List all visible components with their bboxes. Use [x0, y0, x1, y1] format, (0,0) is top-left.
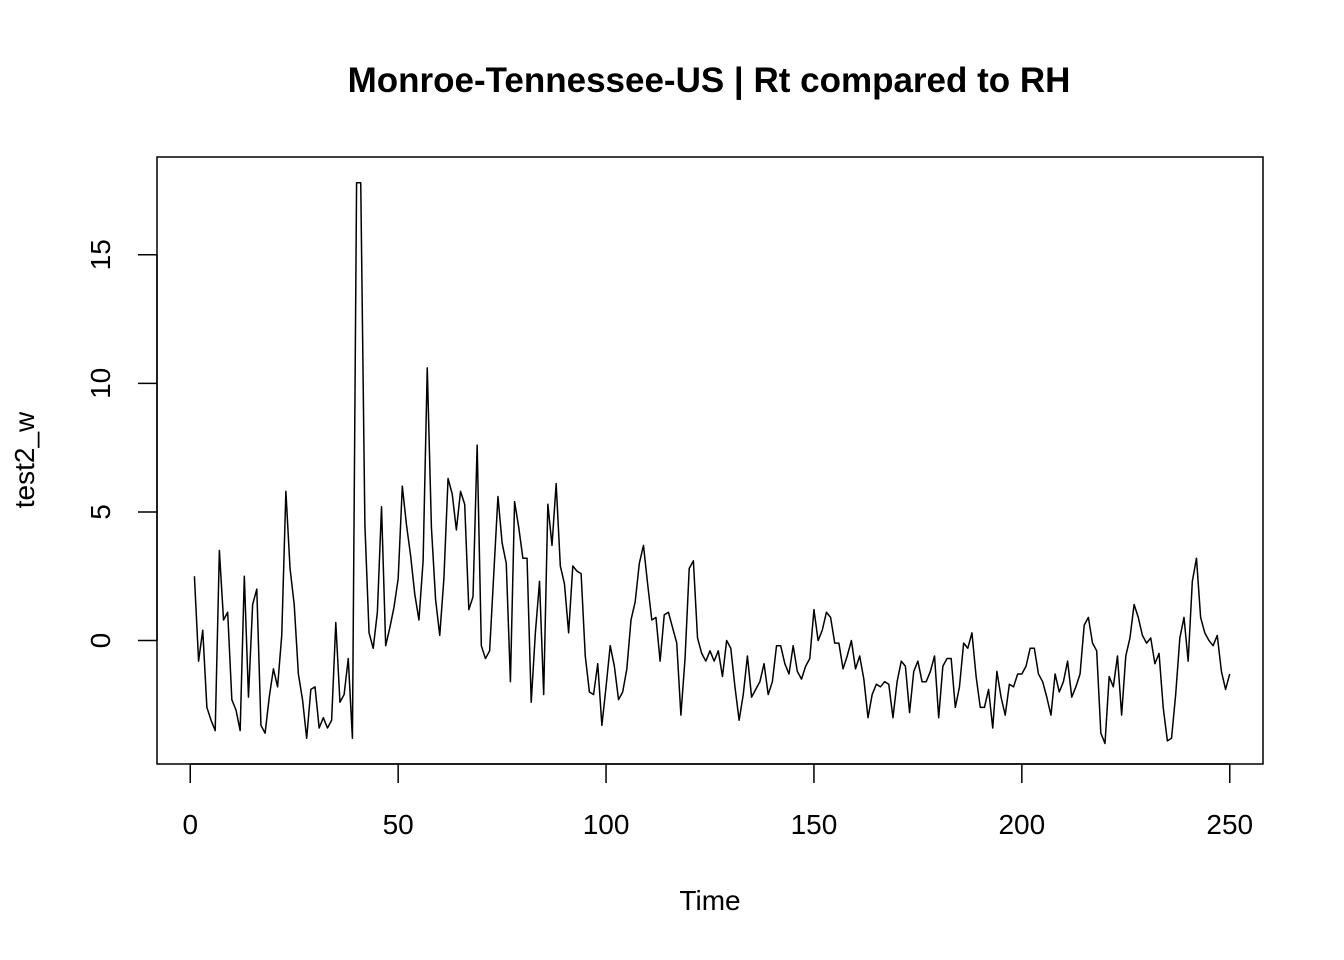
- x-axis-label: Time: [679, 885, 740, 916]
- x-tick-label: 200: [998, 809, 1045, 840]
- y-tick-label: 5: [85, 504, 116, 520]
- y-tick-label: 0: [85, 633, 116, 649]
- y-axis: 0 5 10 15: [85, 239, 158, 649]
- x-tick-label: 250: [1206, 809, 1253, 840]
- x-tick-label: 150: [791, 809, 838, 840]
- chart-title: Monroe-Tennessee-US | Rt compared to RH: [348, 61, 1071, 100]
- x-tick-label: 100: [583, 809, 630, 840]
- y-tick-label: 15: [85, 239, 116, 270]
- x-tick-label: 0: [182, 809, 198, 840]
- y-axis-label: test2_w: [9, 411, 40, 508]
- x-axis: 0 50 100 150 200 250: [182, 763, 1253, 840]
- series-line: [193, 181, 1231, 745]
- x-tick-label: 50: [383, 809, 414, 840]
- y-tick-label: 10: [85, 368, 116, 399]
